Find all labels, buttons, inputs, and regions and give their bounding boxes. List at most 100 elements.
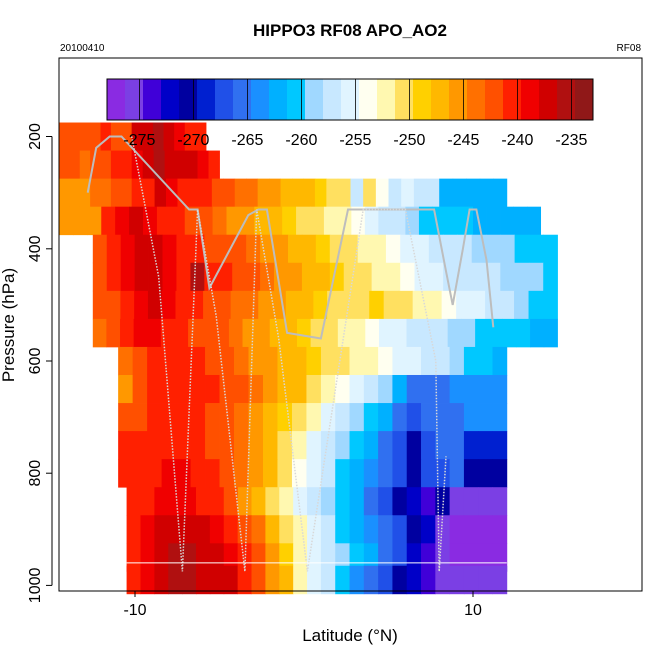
heatmap-cell [147,290,163,320]
colorbar-swatch [323,79,342,120]
heatmap-cell [234,374,249,404]
heatmap-cell [413,178,427,208]
heatmap-cell [120,234,136,264]
heatmap-cell [378,206,393,236]
heatmap-cell [218,262,233,292]
heatmap-cell [449,515,465,544]
heatmap-cell [514,262,530,292]
heatmap-cell [392,431,408,460]
heatmap-cell [190,374,206,404]
heatmap-cell [106,234,122,264]
chart-title: HIPPO3 RF08 APO_AO2 [253,21,447,40]
heatmap-cell [244,290,259,320]
heatmap-cell [196,565,211,595]
heatmap-cell [400,262,415,292]
heatmap-cell [256,318,271,348]
x-tick-label: 10 [464,602,482,619]
heatmap-cell [287,234,303,264]
colorbar-swatch [539,79,558,120]
heatmap-cell [363,565,379,595]
heatmap-cell [258,290,273,320]
colorbar-swatch [575,79,594,120]
heatmap-cell [421,431,436,460]
heatmap-cell [254,206,269,236]
heatmap-cell [160,318,175,348]
heatmap-cell [204,234,219,264]
heatmap-cell [134,234,149,264]
heatmap-cell [343,262,359,292]
heatmap-cell [492,565,508,595]
heatmap-cell [106,318,121,348]
colorbar [106,78,594,121]
colorbar-swatch [377,79,396,120]
heatmap-cell [463,403,479,432]
heatmap-cell [140,487,155,516]
heatmap-cell [120,318,135,348]
heatmap-cell [363,374,379,404]
heatmap-cell [154,565,169,595]
heatmap-cell [209,565,225,595]
heatmap-cell [301,234,317,264]
heatmap-cell [69,178,81,208]
heatmap-cell [306,346,322,376]
heatmap-cell [478,346,493,376]
heatmap-cell [340,290,356,320]
heatmap-cell [326,178,339,208]
flight-label: RF08 [617,43,642,54]
y-tick-label: 200 [27,123,44,150]
heatmap-cell [251,565,266,595]
heatmap-cell [232,262,247,292]
heatmap-cell [478,565,493,595]
heatmap-cell [188,318,203,348]
heatmap-cell [182,543,197,572]
heatmap-cell [365,318,380,348]
heatmap-cell [293,487,308,516]
heatmap-cell [492,487,508,516]
heatmap-cell [400,234,415,264]
heatmap-cell [478,459,493,488]
heatmap-cell [277,374,293,404]
heatmap-cell [251,515,266,544]
heatmap-cell [349,459,365,488]
heatmap-cell [277,403,293,432]
heatmap-cell [134,290,149,320]
heatmap-cell [398,290,414,320]
colorbar-swatch [449,79,468,120]
heatmap-cell [435,374,451,404]
heatmap-cell [201,318,216,348]
heatmap-cell [439,178,454,208]
heatmap-cell [335,543,350,572]
heatmap-cell [230,290,245,320]
heatmap-cell [463,374,479,404]
heatmap-cell [170,206,186,236]
heatmap-cell [154,487,169,516]
heatmap-cell [154,543,169,572]
colorbar-tick-label: -275 [123,132,155,149]
heatmap-cell [190,431,206,460]
heatmap-cell [184,122,196,151]
heatmap-cell [161,290,176,320]
heatmap-cell [285,290,300,320]
heatmap-cell [156,206,172,236]
heatmap-cell [335,487,350,516]
heatmap-cell [232,234,247,264]
heatmap-cell [262,374,278,404]
colorbar-swatch [233,79,252,120]
heatmap-cell [492,459,508,488]
heatmap-cell [223,178,236,208]
heatmap-cell [516,318,531,348]
heatmap-cell [292,178,304,208]
heatmap-cell [378,515,393,544]
heatmap-cell [279,543,294,572]
heatmap-cell [272,290,287,320]
heatmap-cell [166,178,178,208]
heatmap-cell [320,487,336,516]
heatmap-cell [405,206,420,236]
heatmap-cell [463,431,479,460]
heatmap-cell [182,565,197,595]
colorbar-swatch [179,79,198,120]
heatmap-cell [140,515,155,544]
heatmap-cell [363,515,379,544]
heatmap-cell [452,178,467,208]
